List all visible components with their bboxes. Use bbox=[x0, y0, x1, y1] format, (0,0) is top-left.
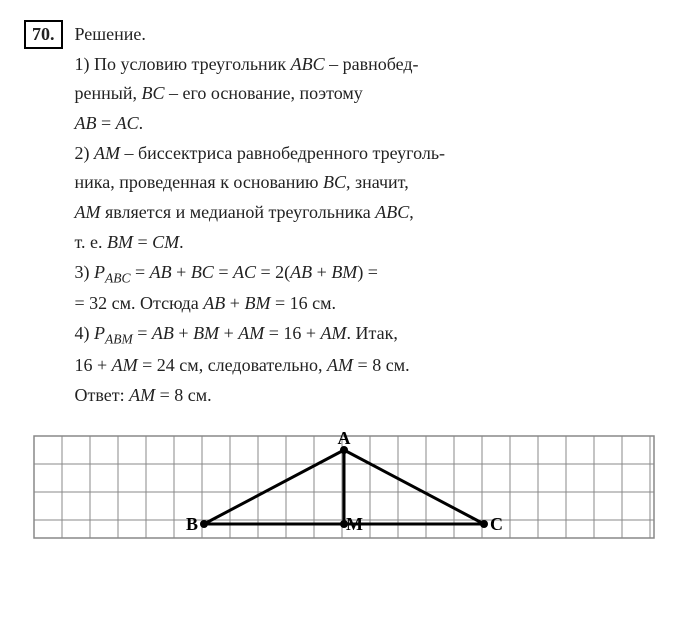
var-am: AM bbox=[112, 355, 138, 375]
t: + bbox=[174, 323, 193, 343]
var-ab: AB bbox=[150, 262, 172, 282]
problem-number: 70. bbox=[24, 20, 63, 49]
var-bm: BM bbox=[244, 293, 270, 313]
t: = bbox=[97, 113, 116, 133]
t: = bbox=[214, 262, 233, 282]
t: = 8 см. bbox=[353, 355, 410, 375]
var-ab: AB bbox=[203, 293, 225, 313]
t: , значит, bbox=[346, 172, 409, 192]
var-am: AM bbox=[327, 355, 353, 375]
t: т. е. bbox=[75, 232, 108, 252]
t: ника, проведенная к основанию bbox=[75, 172, 323, 192]
var-bc: BC bbox=[323, 172, 346, 192]
svg-text:C: C bbox=[490, 514, 503, 534]
answer-label: Ответ: bbox=[75, 385, 130, 405]
var-cm: CM bbox=[152, 232, 179, 252]
var-abc: ABC bbox=[291, 54, 325, 74]
var-ab: AB bbox=[290, 262, 312, 282]
var-am: AM bbox=[238, 323, 264, 343]
var-am: AM bbox=[75, 202, 101, 222]
var-am: AM bbox=[321, 323, 347, 343]
t: , bbox=[409, 202, 414, 222]
var-bm: BM bbox=[107, 232, 133, 252]
t: + bbox=[219, 323, 238, 343]
t: = 16 см. bbox=[270, 293, 336, 313]
var-p: P bbox=[94, 262, 105, 282]
t: – его основание, поэтому bbox=[165, 83, 363, 103]
var-am: AM bbox=[129, 385, 155, 405]
t: = 24 см, следовательно, bbox=[138, 355, 327, 375]
var-p: P bbox=[94, 323, 105, 343]
svg-text:A: A bbox=[338, 428, 351, 448]
solution-body: Решение. 1) По условию треугольник ABC –… bbox=[75, 20, 677, 410]
sub-abm: ABM bbox=[105, 332, 133, 347]
t: = bbox=[131, 262, 150, 282]
t: 16 + bbox=[75, 355, 112, 375]
var-ab: AB bbox=[152, 323, 174, 343]
var-bm: BM bbox=[331, 262, 357, 282]
var-am: AM bbox=[94, 143, 120, 163]
t: + bbox=[172, 262, 191, 282]
t: ренный, bbox=[75, 83, 142, 103]
var-ac: AC bbox=[233, 262, 256, 282]
var-bm: BM bbox=[193, 323, 219, 343]
sub-abc: ABC bbox=[105, 270, 131, 285]
t: = 16 + bbox=[264, 323, 320, 343]
var-ab: AB bbox=[75, 113, 97, 133]
t: = bbox=[133, 323, 152, 343]
t: – равнобед- bbox=[325, 54, 419, 74]
t: – биссектриса равнобедренного треуголь- bbox=[120, 143, 445, 163]
t: является и медианой треугольника bbox=[101, 202, 376, 222]
t: = 2( bbox=[256, 262, 290, 282]
t: 1) По условию треугольник bbox=[75, 54, 291, 74]
t: + bbox=[312, 262, 331, 282]
t: . Итак, bbox=[347, 323, 398, 343]
t: 2) bbox=[75, 143, 95, 163]
answer-value: = 8 см. bbox=[155, 385, 212, 405]
t: 3) bbox=[75, 262, 95, 282]
t: = 32 см. Отсюда bbox=[75, 293, 204, 313]
var-bc: BC bbox=[141, 83, 164, 103]
var-bc: BC bbox=[191, 262, 214, 282]
var-ac: AC bbox=[116, 113, 139, 133]
t: = bbox=[133, 232, 152, 252]
t: . bbox=[179, 232, 184, 252]
heading: Решение. bbox=[75, 24, 146, 44]
triangle-figure: A B C M bbox=[24, 428, 676, 548]
svg-text:B: B bbox=[186, 514, 198, 534]
t: + bbox=[225, 293, 244, 313]
svg-text:M: M bbox=[346, 514, 363, 534]
t: . bbox=[139, 113, 144, 133]
t: ) = bbox=[357, 262, 378, 282]
t: 4) bbox=[75, 323, 95, 343]
var-abc: ABC bbox=[375, 202, 409, 222]
